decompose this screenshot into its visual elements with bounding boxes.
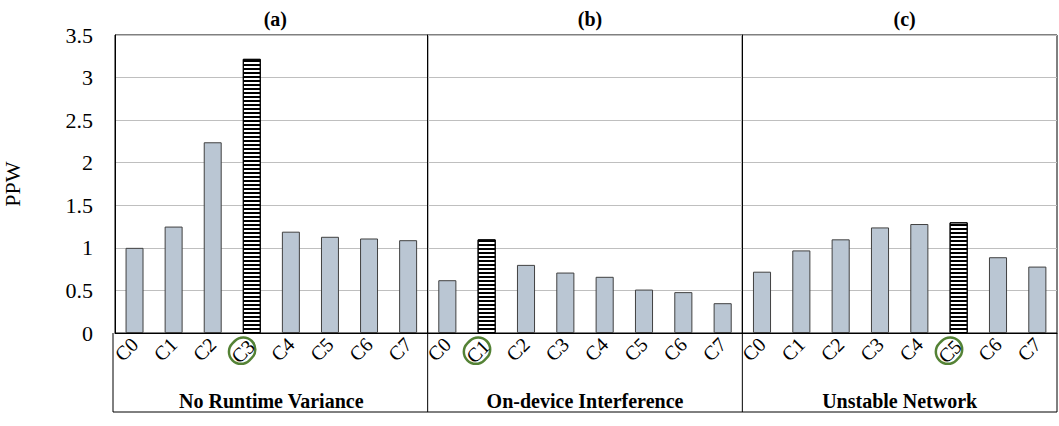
svg-text:C5: C5 <box>934 335 966 367</box>
svg-text:(a): (a) <box>264 8 287 31</box>
svg-text:(c): (c) <box>894 8 916 31</box>
svg-text:3.5: 3.5 <box>66 23 94 48</box>
svg-text:C0: C0 <box>423 333 455 365</box>
svg-text:C7: C7 <box>1013 333 1045 365</box>
svg-text:C6: C6 <box>345 333 377 365</box>
svg-text:PPW: PPW <box>0 161 25 206</box>
svg-text:1.5: 1.5 <box>66 193 94 218</box>
svg-text:On-device Interference: On-device Interference <box>487 390 684 412</box>
svg-text:C2: C2 <box>816 333 848 365</box>
svg-text:C1: C1 <box>149 333 181 365</box>
svg-text:C1: C1 <box>462 335 494 367</box>
svg-text:3: 3 <box>82 65 93 90</box>
svg-text:C5: C5 <box>620 333 652 365</box>
svg-text:C0: C0 <box>738 333 770 365</box>
svg-text:C5: C5 <box>306 333 338 365</box>
svg-text:0: 0 <box>82 321 93 346</box>
svg-text:(b): (b) <box>578 8 602 31</box>
svg-text:C3: C3 <box>227 335 259 367</box>
svg-text:C7: C7 <box>698 333 730 365</box>
svg-text:No Runtime Variance: No Runtime Variance <box>179 390 364 412</box>
svg-text:C6: C6 <box>974 333 1006 365</box>
svg-text:C4: C4 <box>267 333 299 365</box>
svg-text:Unstable Network: Unstable Network <box>822 390 978 412</box>
svg-text:2: 2 <box>82 150 93 175</box>
svg-text:2.5: 2.5 <box>66 108 94 133</box>
svg-text:C4: C4 <box>580 333 612 365</box>
svg-text:C3: C3 <box>856 333 888 365</box>
svg-text:C0: C0 <box>110 333 142 365</box>
svg-text:C4: C4 <box>895 333 927 365</box>
svg-text:C7: C7 <box>384 333 416 365</box>
svg-text:C2: C2 <box>188 333 220 365</box>
svg-text:C3: C3 <box>541 333 573 365</box>
svg-text:C6: C6 <box>659 333 691 365</box>
svg-text:1: 1 <box>82 235 93 260</box>
svg-text:0.5: 0.5 <box>66 278 94 303</box>
svg-text:C2: C2 <box>502 333 534 365</box>
svg-text:C1: C1 <box>777 333 809 365</box>
